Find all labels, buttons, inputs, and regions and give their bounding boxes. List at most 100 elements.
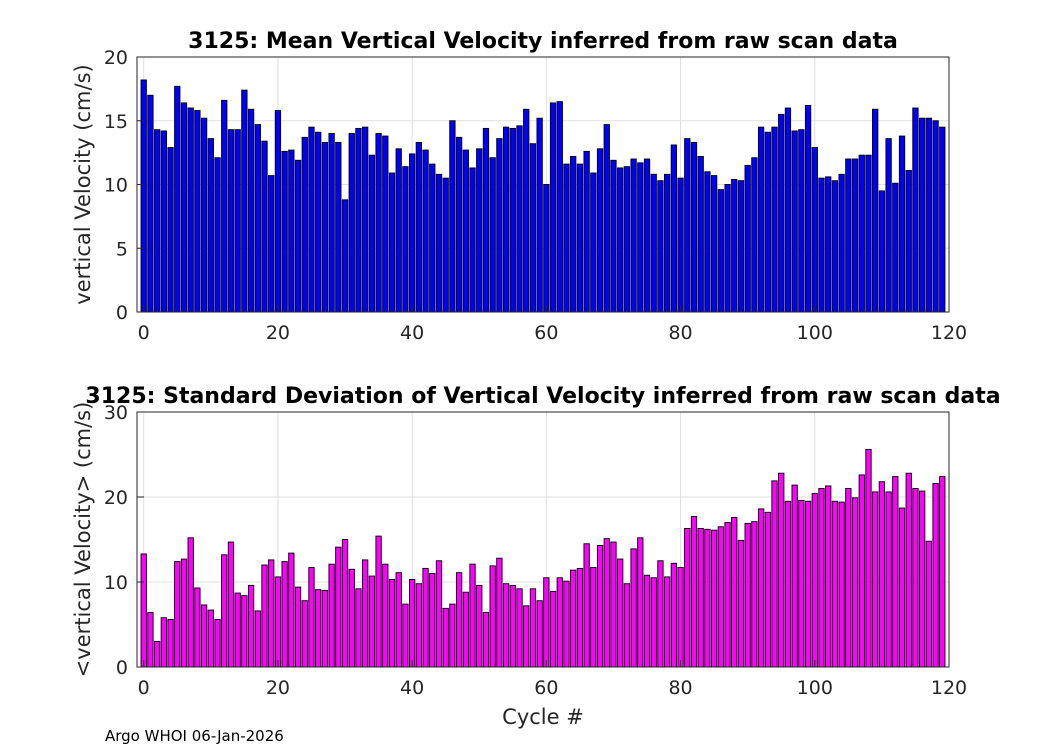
- mean-velocity-ticks: 0 20 40 60 80 100 120 0 5 10 15 20: [104, 47, 967, 344]
- stddev-velocity-bar: [617, 558, 624, 668]
- mean-velocity-bar: [274, 110, 282, 313]
- mean-velocity-bar: [315, 131, 322, 313]
- mean-velocity-bar: [388, 172, 396, 313]
- stddev-velocity-bar: [912, 488, 919, 668]
- stddev-velocity-bar: [321, 590, 329, 668]
- stddev-velocity-bar: [549, 590, 557, 668]
- stddev-velocity-bar: [771, 480, 778, 668]
- mean-velocity-ytick-label: 0: [116, 302, 128, 324]
- mean-velocity-bar: [831, 180, 839, 313]
- mean-velocity-bar: [261, 140, 268, 313]
- mean-velocity-bar: [939, 126, 946, 313]
- mean-velocity-bar: [227, 129, 235, 313]
- mean-velocity-bar: [308, 126, 315, 313]
- mean-velocity-bar: [368, 154, 376, 313]
- mean-velocity-bar: [469, 167, 476, 313]
- stddev-velocity-bar: [160, 617, 167, 668]
- stddev-velocity-bar: [610, 541, 617, 668]
- mean-velocity-bar: [630, 158, 637, 313]
- stddev-velocity-bar: [395, 572, 402, 668]
- mean-velocity-bar: [905, 170, 912, 313]
- mean-velocity-bar: [415, 141, 422, 313]
- stddev-velocity-bar: [845, 488, 852, 668]
- mean-velocity-bar: [570, 155, 577, 313]
- mean-velocity-bar: [382, 135, 389, 313]
- mean-velocity-bar: [187, 107, 194, 313]
- stddev-velocity-ticks: 0 20 40 60 80 100 120 0 10 20 30: [104, 402, 967, 699]
- stddev-velocity-bar: [442, 607, 449, 668]
- mean-velocity-bar: [825, 176, 832, 313]
- stddev-velocity-bar: [570, 569, 577, 668]
- mean-velocity-bar: [898, 135, 906, 313]
- stddev-velocity-bar: [274, 576, 282, 668]
- stddev-velocity-bar: [516, 588, 523, 668]
- stddev-velocity-bar: [818, 488, 825, 668]
- mean-velocity-bar: [200, 117, 208, 313]
- mean-velocity-bar: [804, 104, 812, 313]
- stddev-velocity-bar: [865, 448, 872, 668]
- mean-velocity-bar: [375, 133, 382, 313]
- stddev-velocity-bar: [207, 609, 214, 668]
- stddev-velocity-xtick-label: 100: [797, 677, 833, 699]
- stddev-velocity-bar: [704, 528, 711, 668]
- stddev-velocity-bar: [482, 612, 490, 668]
- stddev-velocity-bar: [851, 497, 859, 668]
- stddev-velocity-bar: [764, 511, 771, 668]
- stddev-velocity-bar: [744, 522, 751, 668]
- footer-credit: Argo WHOI 06-Jan-2026: [105, 727, 284, 745]
- mean-velocity-bar: [482, 127, 490, 313]
- stddev-velocity-xtick-label: 60: [534, 677, 558, 699]
- stddev-velocity-bar: [375, 535, 382, 668]
- stddev-velocity-bar: [664, 576, 671, 668]
- mean-velocity-bar: [489, 157, 496, 313]
- mean-velocity-bar: [717, 189, 724, 313]
- stddev-velocity-bar: [496, 557, 503, 668]
- stddev-velocity-ylabel: <vertical Velocity> (cm/s): [71, 402, 95, 678]
- mean-velocity-bar: [892, 182, 899, 313]
- stddev-velocity-bars: [140, 448, 946, 668]
- stddev-velocity-axes-box: [136, 411, 950, 668]
- mean-velocity-bar: [731, 178, 738, 313]
- mean-velocity-bar: [919, 117, 926, 313]
- stddev-velocity-bar: [529, 588, 537, 668]
- stddev-velocity-bar: [140, 553, 147, 668]
- mean-velocity-bar: [764, 131, 771, 313]
- stddev-velocity-bar: [348, 568, 355, 668]
- mean-velocity-xtick-label: 120: [931, 322, 967, 344]
- mean-velocity-bar: [697, 155, 704, 313]
- stddev-velocity-bar: [415, 583, 422, 668]
- mean-velocity-bar: [590, 172, 597, 313]
- stddev-velocity-xtick-label: 80: [668, 677, 692, 699]
- stddev-velocity-bar: [200, 604, 208, 668]
- mean-velocity-bar: [160, 130, 167, 313]
- mean-velocity-bar: [596, 148, 604, 313]
- stddev-velocity-bar: [489, 565, 496, 668]
- mean-velocity-bar: [858, 154, 865, 313]
- mean-velocity-bar: [576, 163, 584, 313]
- stddev-velocity-bar: [892, 476, 899, 668]
- mean-velocity-bar: [563, 163, 570, 313]
- stddev-velocity-bar: [737, 539, 745, 668]
- stddev-velocity-bar: [469, 563, 476, 668]
- stddev-velocity-bar: [925, 540, 932, 668]
- mean-velocity-bar: [704, 171, 711, 313]
- mean-velocity-bar: [791, 130, 798, 313]
- mean-velocity-bar: [670, 144, 677, 313]
- stddev-velocity-bar: [241, 595, 248, 668]
- mean-velocity-bar: [321, 141, 329, 313]
- mean-velocity-bars: [140, 79, 946, 313]
- mean-velocity-bar: [744, 164, 751, 313]
- stddev-velocity-bar: [476, 584, 483, 668]
- stddev-velocity-bar: [858, 474, 865, 668]
- mean-velocity-bar: [234, 129, 241, 313]
- stddev-velocity-xtick-label: 120: [931, 677, 967, 699]
- stddev-velocity-bar: [341, 539, 349, 668]
- stddev-velocity-xtick-label: 40: [400, 677, 424, 699]
- mean-velocity-xtick-label: 20: [266, 322, 290, 344]
- stddev-velocity-bar: [247, 584, 255, 668]
- mean-velocity-title: 3125: Mean Vertical Velocity inferred fr…: [188, 29, 898, 54]
- mean-velocity-bar: [583, 150, 590, 313]
- stddev-velocity-bar: [643, 574, 651, 668]
- stddev-velocity-bar: [650, 577, 657, 668]
